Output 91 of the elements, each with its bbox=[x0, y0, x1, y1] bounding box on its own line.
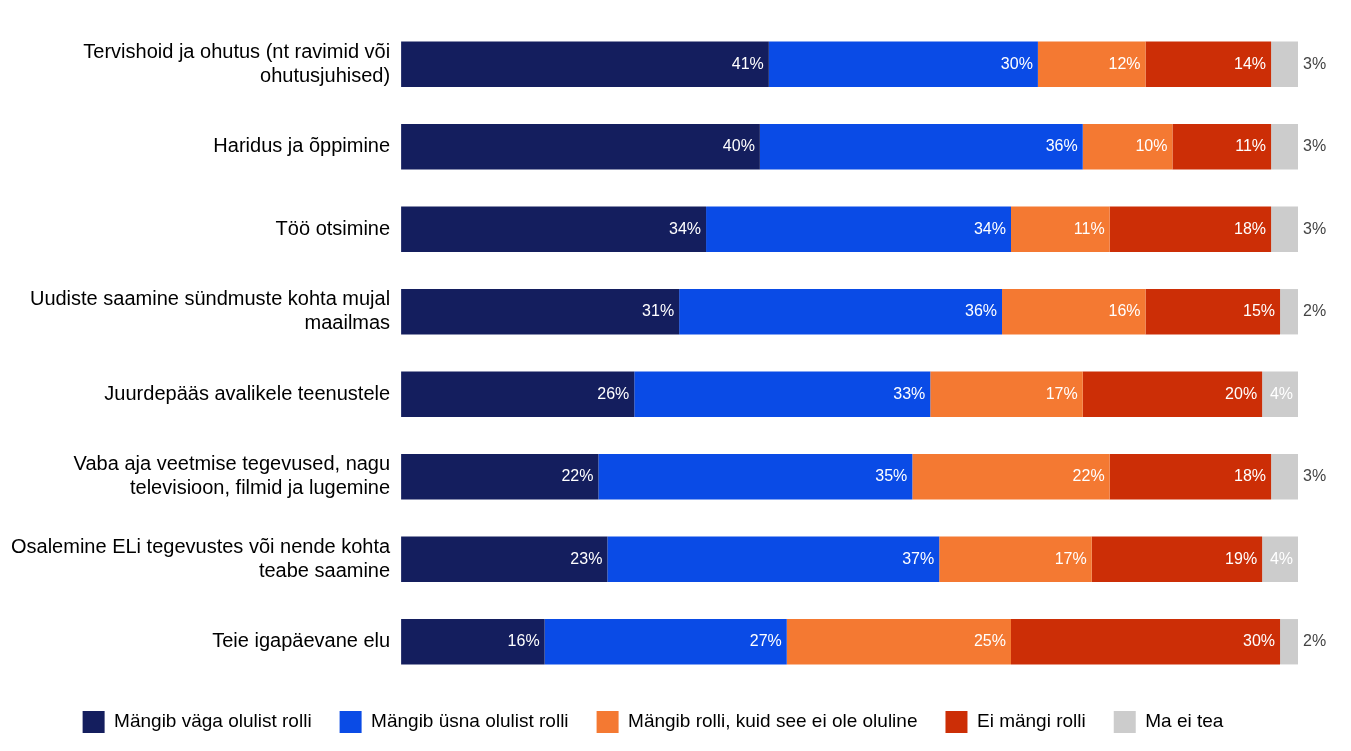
data-label: 3% bbox=[1303, 54, 1327, 72]
data-label: 12% bbox=[1108, 54, 1141, 72]
y-tick-label: Tervishoid ja ohutus (nt ravimid või ohutusjuhised) bbox=[83, 39, 391, 86]
data-label: 19% bbox=[1225, 549, 1258, 567]
y-tick-label: Teie igapäevane elu bbox=[212, 629, 391, 652]
data-label: 26% bbox=[597, 384, 630, 402]
y-tick-label: Osalemine ELi tegevustes või nende kohta teabe saamine bbox=[11, 534, 391, 581]
data-label: 22% bbox=[561, 467, 594, 485]
data-label: 15% bbox=[1243, 302, 1276, 320]
data-label: 2% bbox=[1303, 302, 1327, 320]
bar bbox=[607, 536, 940, 582]
bar bbox=[1082, 371, 1263, 417]
y-tick-label: Uudiste saamine sündmuste kohta mujal maailmas bbox=[29, 287, 391, 334]
y-tick-label: Vaba aja veetmise tegevused, nagu televisioon, filmid ja lugemine bbox=[73, 452, 391, 499]
data-label: 36% bbox=[965, 302, 998, 320]
bar bbox=[401, 206, 707, 252]
data-label: 40% bbox=[722, 137, 755, 155]
bar bbox=[1011, 619, 1281, 665]
y-tick-label: Juurdepääs avalikele teenustele bbox=[104, 381, 391, 404]
bar bbox=[939, 536, 1092, 582]
data-label: 2% bbox=[1303, 632, 1327, 650]
y-tick-label: Töö otsimine bbox=[275, 216, 391, 239]
data-label: 22% bbox=[1072, 467, 1105, 485]
data-label: 10% bbox=[1135, 137, 1168, 155]
bar bbox=[401, 124, 760, 170]
data-label: 11% bbox=[1073, 219, 1105, 237]
data-label: 30% bbox=[1243, 632, 1276, 650]
data-label: 27% bbox=[749, 632, 782, 650]
bar bbox=[1280, 289, 1298, 335]
data-label: 18% bbox=[1234, 219, 1267, 237]
legend-label: Ma ei tea bbox=[1145, 710, 1224, 732]
bar bbox=[1145, 289, 1281, 335]
legend-label: Mängib üsna olulist rolli bbox=[371, 710, 569, 732]
data-label: 41% bbox=[731, 54, 764, 72]
bar bbox=[401, 619, 545, 665]
bar bbox=[598, 454, 913, 500]
bar bbox=[679, 289, 1003, 335]
bar bbox=[634, 371, 931, 417]
bar bbox=[1145, 41, 1272, 87]
data-label: 25% bbox=[973, 632, 1006, 650]
bar bbox=[1271, 41, 1298, 87]
bar bbox=[401, 454, 599, 500]
data-label: 36% bbox=[1045, 137, 1078, 155]
data-label: 17% bbox=[1054, 549, 1087, 567]
legend-label: Ei mängi rolli bbox=[976, 710, 1086, 732]
y-tick-label: Haridus ja õppimine bbox=[213, 134, 391, 157]
bar bbox=[786, 619, 1011, 665]
data-label: 14% bbox=[1234, 54, 1267, 72]
data-label: 3% bbox=[1303, 219, 1327, 237]
bar bbox=[1271, 124, 1298, 170]
data-label: 23% bbox=[570, 549, 603, 567]
bar bbox=[1082, 124, 1173, 170]
bar bbox=[1271, 206, 1298, 252]
bar bbox=[1271, 454, 1298, 500]
bar bbox=[1280, 619, 1298, 665]
bar bbox=[401, 536, 608, 582]
bar bbox=[768, 41, 1038, 87]
bar bbox=[912, 454, 1110, 500]
bar bbox=[1172, 124, 1272, 170]
legend-label: Mängib väga olulist rolli bbox=[114, 710, 312, 732]
bar bbox=[1262, 536, 1298, 582]
bar bbox=[401, 289, 680, 335]
bar bbox=[1091, 536, 1263, 582]
data-label: 35% bbox=[875, 467, 908, 485]
bar bbox=[1037, 41, 1146, 87]
bar bbox=[1011, 206, 1110, 252]
bar bbox=[1002, 289, 1146, 335]
bar bbox=[401, 41, 769, 87]
bar bbox=[544, 619, 787, 665]
bar bbox=[401, 371, 635, 417]
data-label: 33% bbox=[893, 384, 926, 402]
bar bbox=[759, 124, 1083, 170]
data-label: 20% bbox=[1225, 384, 1258, 402]
bar bbox=[1262, 371, 1298, 417]
data-label: 3% bbox=[1303, 137, 1327, 155]
data-label: 34% bbox=[973, 219, 1006, 237]
data-label: 31% bbox=[642, 302, 675, 320]
bar bbox=[930, 371, 1083, 417]
bar bbox=[1109, 206, 1272, 252]
data-label: 16% bbox=[1108, 302, 1141, 320]
data-label: 17% bbox=[1045, 384, 1078, 402]
data-label: 37% bbox=[902, 549, 935, 567]
data-label: 34% bbox=[669, 219, 702, 237]
data-label: 16% bbox=[507, 632, 540, 650]
data-label: 11% bbox=[1235, 137, 1267, 155]
data-label: 18% bbox=[1234, 467, 1267, 485]
bar bbox=[706, 206, 1011, 252]
bar bbox=[1109, 454, 1272, 500]
data-label: 30% bbox=[1000, 54, 1033, 72]
legend-label: Mängib rolli, kuid see ei ole oluline bbox=[628, 710, 918, 732]
data-label: 3% bbox=[1303, 467, 1327, 485]
